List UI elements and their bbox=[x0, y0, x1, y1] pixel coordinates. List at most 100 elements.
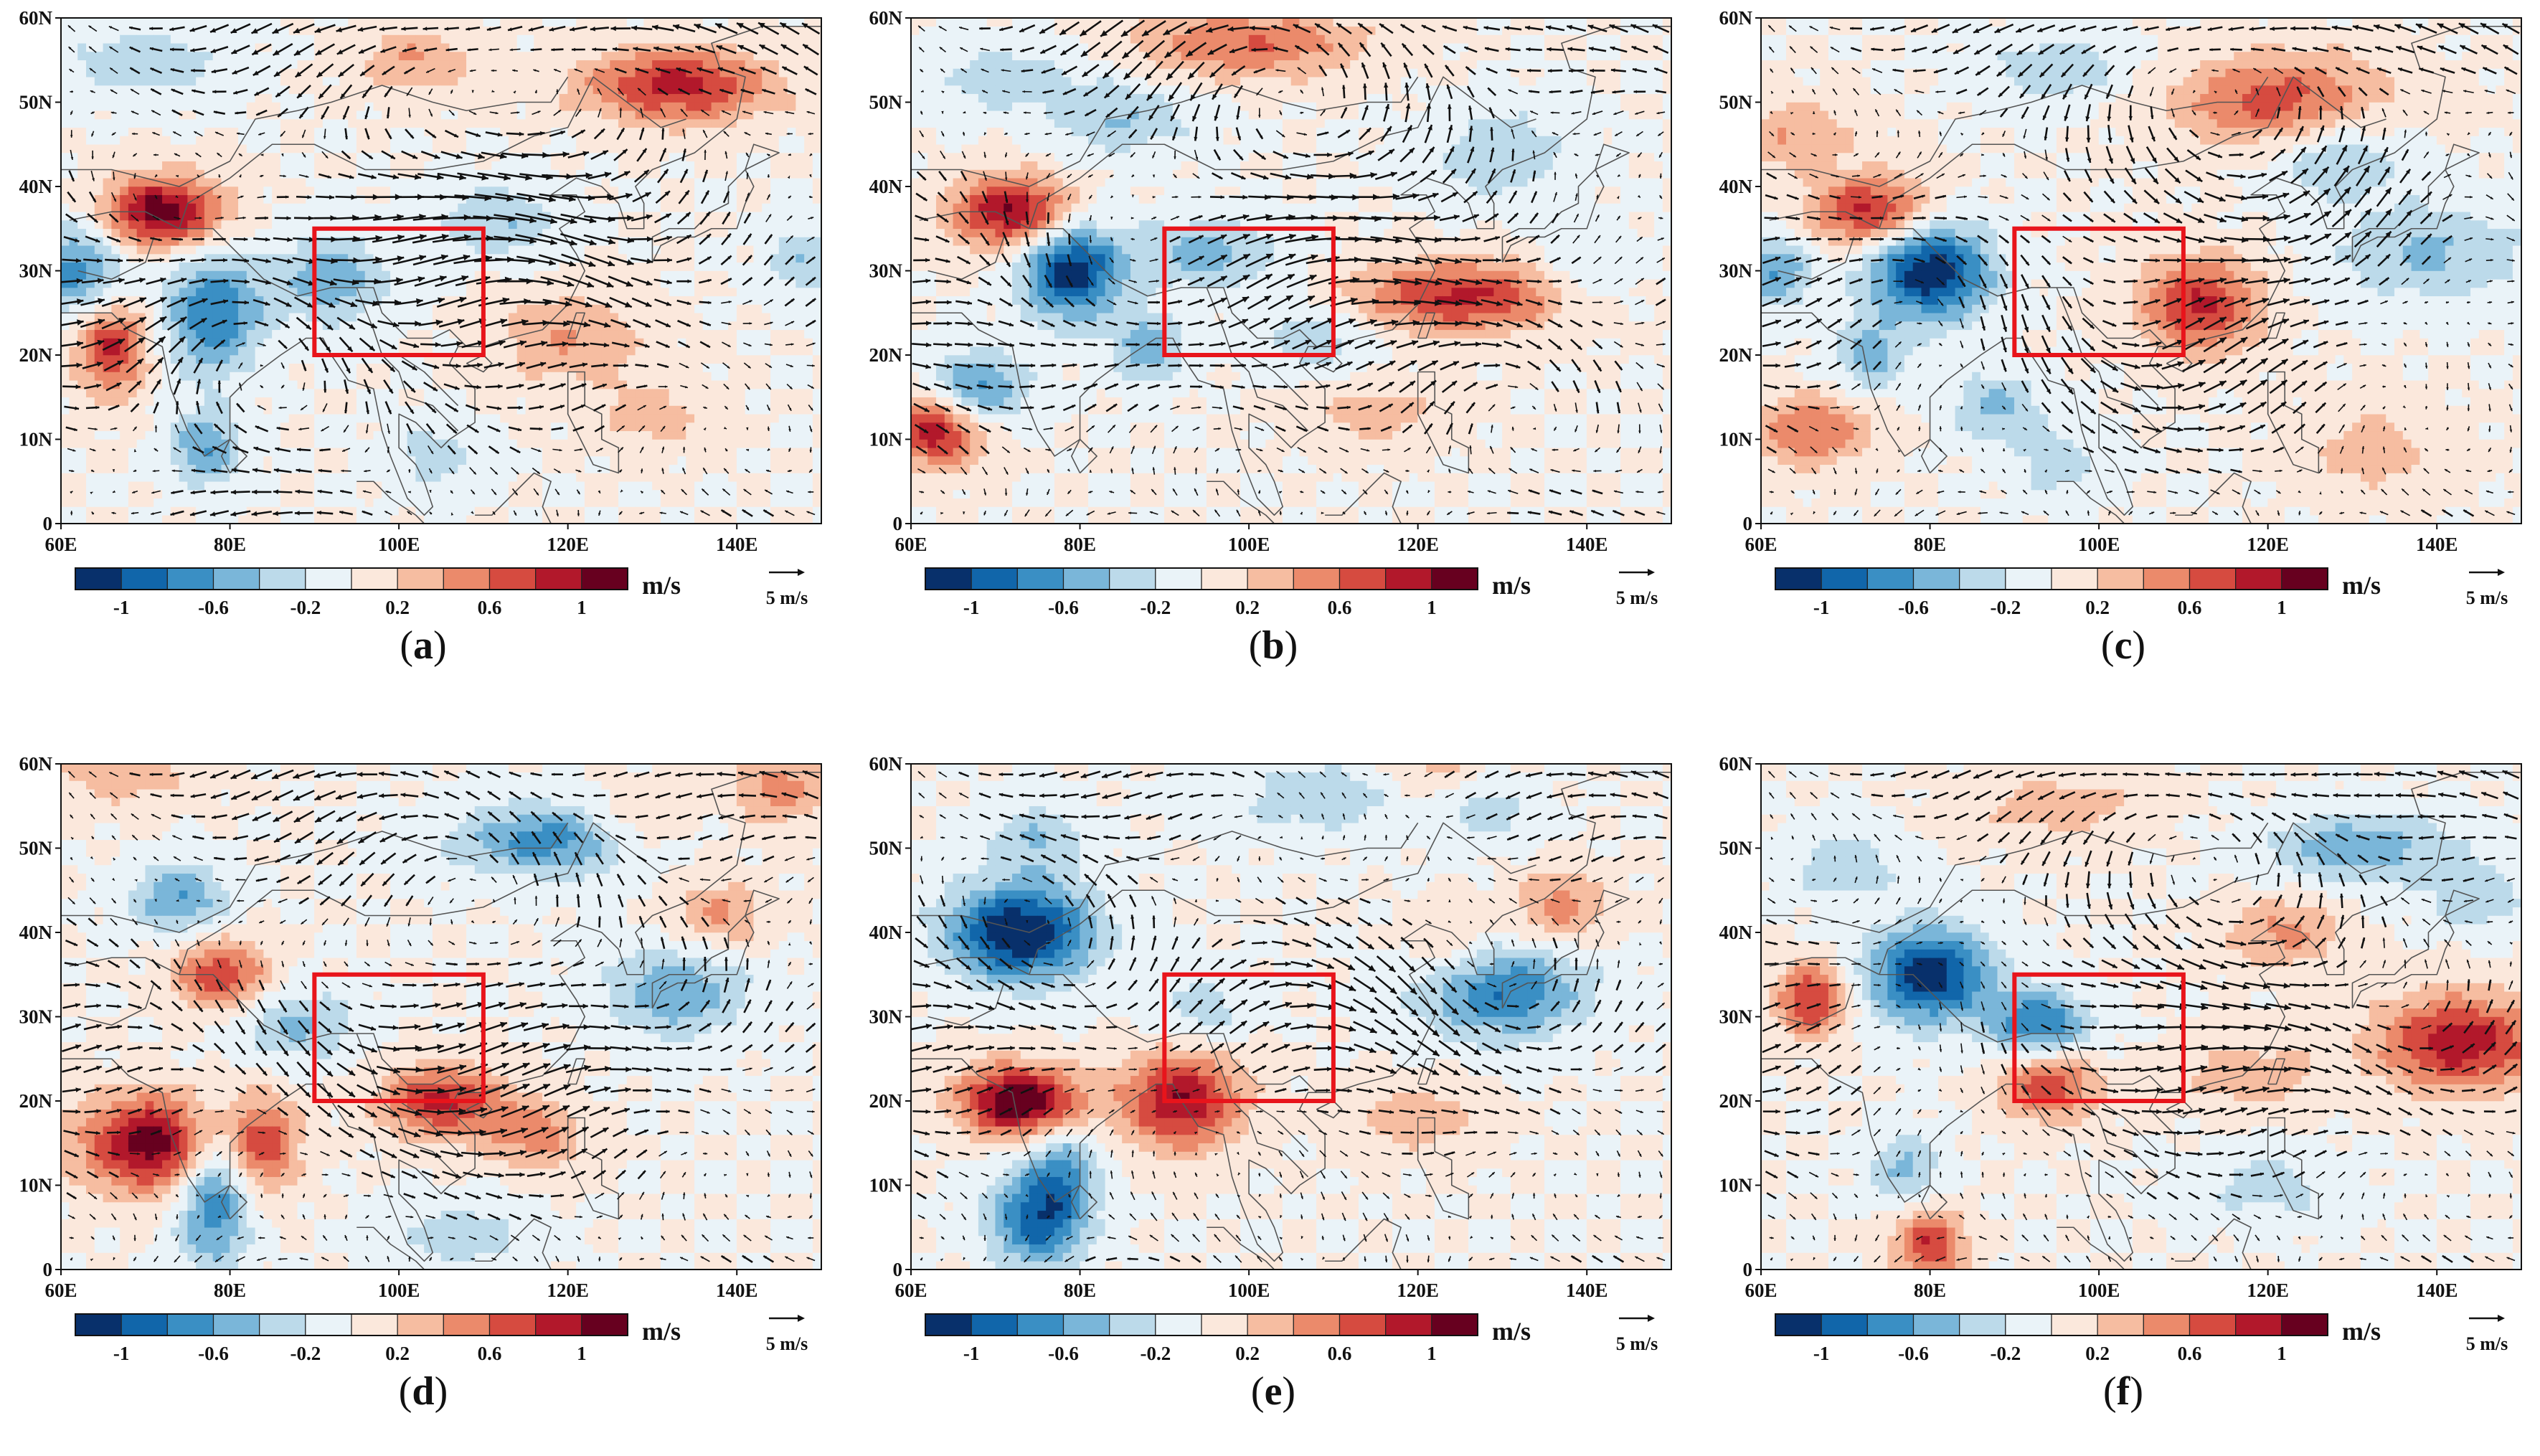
anomaly-cell bbox=[61, 506, 70, 516]
anomaly-cell bbox=[669, 296, 679, 305]
anomaly-cell bbox=[162, 430, 171, 440]
anomaly-cell bbox=[280, 439, 290, 448]
anomaly-cell bbox=[601, 18, 610, 27]
anomaly-cell bbox=[686, 372, 695, 381]
anomaly-cell bbox=[542, 405, 552, 415]
anomaly-cell bbox=[398, 498, 408, 507]
anomaly-cell bbox=[314, 363, 324, 372]
anomaly-cell bbox=[576, 51, 585, 61]
anomaly-cell bbox=[221, 169, 230, 179]
anomaly-cell bbox=[398, 287, 408, 297]
anomaly-cell bbox=[508, 397, 518, 406]
anomaly-cell bbox=[660, 397, 670, 406]
anomaly-cell bbox=[154, 397, 163, 406]
anomaly-cell bbox=[196, 455, 205, 465]
anomaly-cell bbox=[694, 363, 704, 372]
anomaly-cell bbox=[145, 18, 154, 27]
anomaly-cell bbox=[154, 346, 163, 356]
anomaly-cell bbox=[255, 481, 264, 491]
anomaly-cell bbox=[128, 76, 138, 86]
anomaly-cell bbox=[753, 118, 763, 128]
anomaly-cell bbox=[154, 93, 163, 103]
anomaly-cell bbox=[255, 194, 264, 204]
anomaly-cell bbox=[280, 312, 290, 322]
anomaly-cell bbox=[94, 363, 104, 372]
anomaly-cell bbox=[711, 177, 720, 187]
anomaly-cell bbox=[356, 329, 366, 339]
anomaly-cell bbox=[221, 304, 230, 313]
anomaly-cell bbox=[196, 118, 205, 128]
anomaly-cell bbox=[719, 219, 729, 230]
anomaly-cell bbox=[652, 506, 661, 516]
anomaly-cell bbox=[212, 18, 222, 27]
anomaly-cell bbox=[525, 447, 534, 457]
anomaly-cell bbox=[559, 473, 568, 482]
anomaly-cell bbox=[356, 34, 366, 44]
anomaly-cell bbox=[162, 51, 171, 61]
anomaly-cell bbox=[458, 60, 467, 69]
anomaly-cell bbox=[626, 439, 636, 448]
anomaly-cell bbox=[238, 18, 247, 27]
anomaly-cell bbox=[86, 93, 95, 103]
anomaly-cell bbox=[196, 354, 205, 364]
anomaly-cell bbox=[601, 93, 610, 103]
anomaly-cell bbox=[466, 18, 476, 27]
anomaly-cell bbox=[508, 388, 518, 398]
anomaly-cell bbox=[398, 118, 408, 128]
anomaly-cell bbox=[542, 18, 552, 27]
anomaly-cell bbox=[652, 76, 661, 86]
anomaly-cell bbox=[635, 346, 644, 356]
anomaly-cell bbox=[618, 354, 628, 364]
anomaly-cell bbox=[398, 397, 408, 406]
anomaly-cell bbox=[576, 388, 585, 398]
anomaly-cell bbox=[356, 363, 366, 372]
anomaly-cell bbox=[322, 397, 332, 406]
anomaly-cell bbox=[390, 68, 400, 77]
anomaly-cell bbox=[702, 51, 712, 61]
anomaly-cell bbox=[120, 51, 129, 61]
anomaly-cell bbox=[154, 219, 163, 230]
anomaly-cell bbox=[491, 136, 501, 145]
anomaly-cell bbox=[255, 372, 264, 381]
anomaly-cell bbox=[745, 312, 755, 322]
anomaly-cell bbox=[601, 118, 610, 128]
anomaly-cell bbox=[331, 372, 340, 381]
anomaly-cell bbox=[643, 506, 653, 516]
anomaly-cell bbox=[449, 76, 458, 86]
anomaly-cell bbox=[567, 186, 577, 196]
anomaly-cell bbox=[322, 51, 332, 61]
anomaly-cell bbox=[136, 304, 146, 313]
anomaly-cell bbox=[170, 312, 180, 322]
anomaly-cell bbox=[398, 270, 408, 280]
anomaly-cell bbox=[111, 60, 121, 69]
anomaly-cell bbox=[643, 397, 653, 406]
anomaly-cell bbox=[230, 76, 239, 86]
anomaly-cell bbox=[500, 372, 509, 381]
anomaly-cell bbox=[516, 439, 527, 448]
anomaly-cell bbox=[179, 102, 188, 111]
anomaly-cell bbox=[736, 76, 746, 86]
anomaly-cell bbox=[221, 329, 230, 339]
anomaly-cell bbox=[128, 118, 138, 128]
anomaly-cell bbox=[753, 473, 763, 482]
anomaly-cell bbox=[745, 455, 755, 465]
anomaly-cell bbox=[702, 152, 712, 162]
anomaly-cell bbox=[466, 76, 476, 86]
anomaly-cell bbox=[162, 498, 171, 507]
anomaly-cell bbox=[373, 397, 382, 406]
anomaly-cell bbox=[272, 194, 281, 204]
anomaly-cell bbox=[601, 110, 610, 120]
anomaly-cell bbox=[103, 110, 112, 120]
anomaly-cell bbox=[508, 203, 518, 212]
anomaly-cell bbox=[94, 18, 104, 27]
anomaly-cell bbox=[635, 34, 644, 44]
anomaly-cell bbox=[592, 110, 603, 120]
anomaly-cell bbox=[762, 464, 771, 473]
anomaly-cell bbox=[230, 34, 239, 44]
anomaly-cell bbox=[94, 455, 104, 465]
anomaly-cell bbox=[728, 194, 737, 204]
anomaly-cell bbox=[390, 481, 400, 491]
anomaly-cell bbox=[424, 136, 433, 145]
anomaly-cell bbox=[440, 93, 450, 103]
anomaly-cell bbox=[610, 506, 619, 516]
